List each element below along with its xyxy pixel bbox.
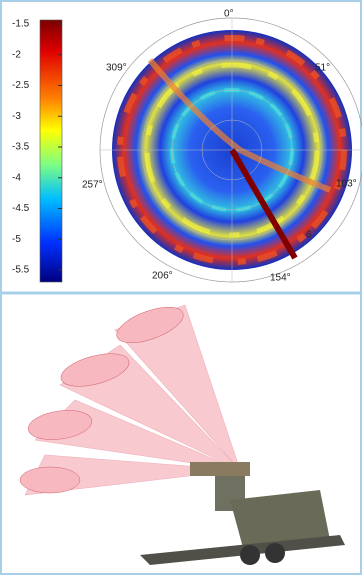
- colorbar-tick-label: -2: [12, 49, 21, 60]
- polar-grid: [100, 18, 362, 282]
- colorbar-tick-label: -4.5: [12, 203, 30, 214]
- angle-label: 154°: [270, 273, 291, 284]
- colorbar-tick-label: -1.5: [12, 19, 30, 30]
- range-label: 6: [306, 230, 312, 241]
- colorbar-tick-label: -3.5: [12, 142, 30, 153]
- radar-trailer: [140, 462, 345, 565]
- angle-labels: 0° 51° 103° 154° 206° 257° 309°: [82, 9, 357, 284]
- angle-label: 206°: [152, 271, 173, 282]
- colorbar-tick-label: -3: [12, 111, 21, 122]
- angle-label: 309°: [106, 63, 127, 74]
- beam-lobes: [19, 306, 184, 494]
- angle-label: 103°: [336, 179, 357, 190]
- colorbar: [39, 19, 63, 283]
- colorbar-tick-label: -4: [12, 172, 21, 183]
- colorbar-tick-label: -5: [12, 234, 21, 245]
- angle-label: 51°: [315, 63, 330, 74]
- colorbar-tick-label: -5.5: [12, 265, 30, 276]
- beam-wedge: [229, 148, 298, 260]
- colorbar-ticks: -1.5 -2 -2.5 -3 -3.5 -4 -4.5 -5 -5.5: [12, 19, 62, 276]
- colorbar-tick-label: -2.5: [12, 80, 30, 91]
- angle-label: 257°: [82, 180, 103, 191]
- angle-label: 0°: [224, 9, 234, 20]
